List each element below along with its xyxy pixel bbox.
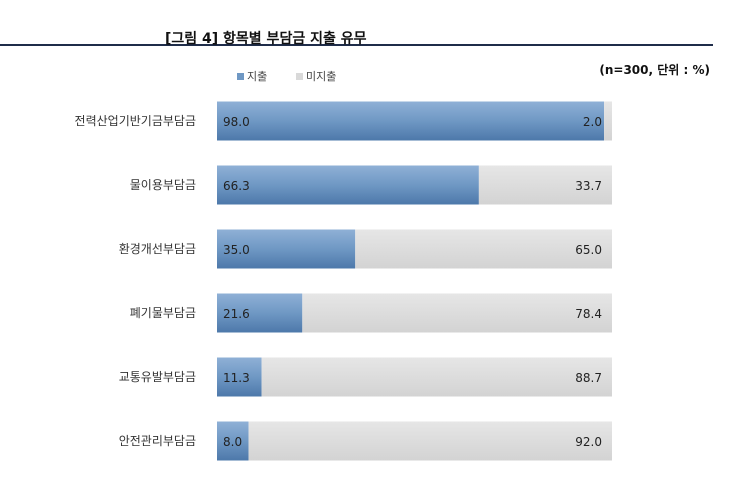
legend-label-spend: 지출 [247,70,267,83]
bar-spend [217,165,479,205]
chart-title: [그림 4] 항목별 부담금 지출 유무 [165,30,367,47]
legend-swatch-no-spend [296,73,303,80]
bar-spend [217,229,356,269]
bar-no-spend [478,165,612,205]
value-label-spend: 35.0 [223,243,250,257]
bar-no-spend [355,229,612,269]
value-label-spend: 8.0 [223,435,242,449]
bar-spend [217,421,249,461]
category-label: 교통유발부담금 [119,370,196,384]
value-label-spend: 21.6 [223,307,250,321]
value-label-no-spend: 33.7 [575,179,602,193]
bar-no-spend [604,101,612,141]
value-label-spend: 98.0 [223,115,250,129]
category-label: 물이용부담금 [130,178,196,192]
bar-spend [217,101,605,141]
bars-group: 전력산업기반기금부담금 98.0 2.0 물이용부담금 66.3 33.7 환경개선부담금 3… [75,101,612,461]
category-label: 환경개선부담금 [119,242,196,256]
value-label-no-spend: 92.0 [575,435,602,449]
legend-label-no-spend: 미지출 [306,70,336,83]
bar-no-spend [261,357,612,397]
unit-note: (n=300, 단위 : %) [599,62,710,77]
bar-spend [217,293,303,333]
value-label-spend: 11.3 [223,371,250,385]
value-label-no-spend: 88.7 [575,371,602,385]
category-label: 안전관리부담금 [119,434,196,448]
bar-no-spend [248,421,612,461]
legend-swatch-spend [237,73,244,80]
category-label: 폐기물부담금 [130,306,196,320]
value-label-no-spend: 65.0 [575,243,602,257]
value-label-spend: 66.3 [223,179,250,193]
legend: 지출 미지출 [237,70,336,83]
bar-spend [217,357,262,397]
bar-no-spend [302,293,612,333]
category-label: 전력산업기반기금부담금 [75,114,196,128]
value-label-no-spend: 2.0 [583,115,602,129]
value-label-no-spend: 78.4 [575,307,602,321]
